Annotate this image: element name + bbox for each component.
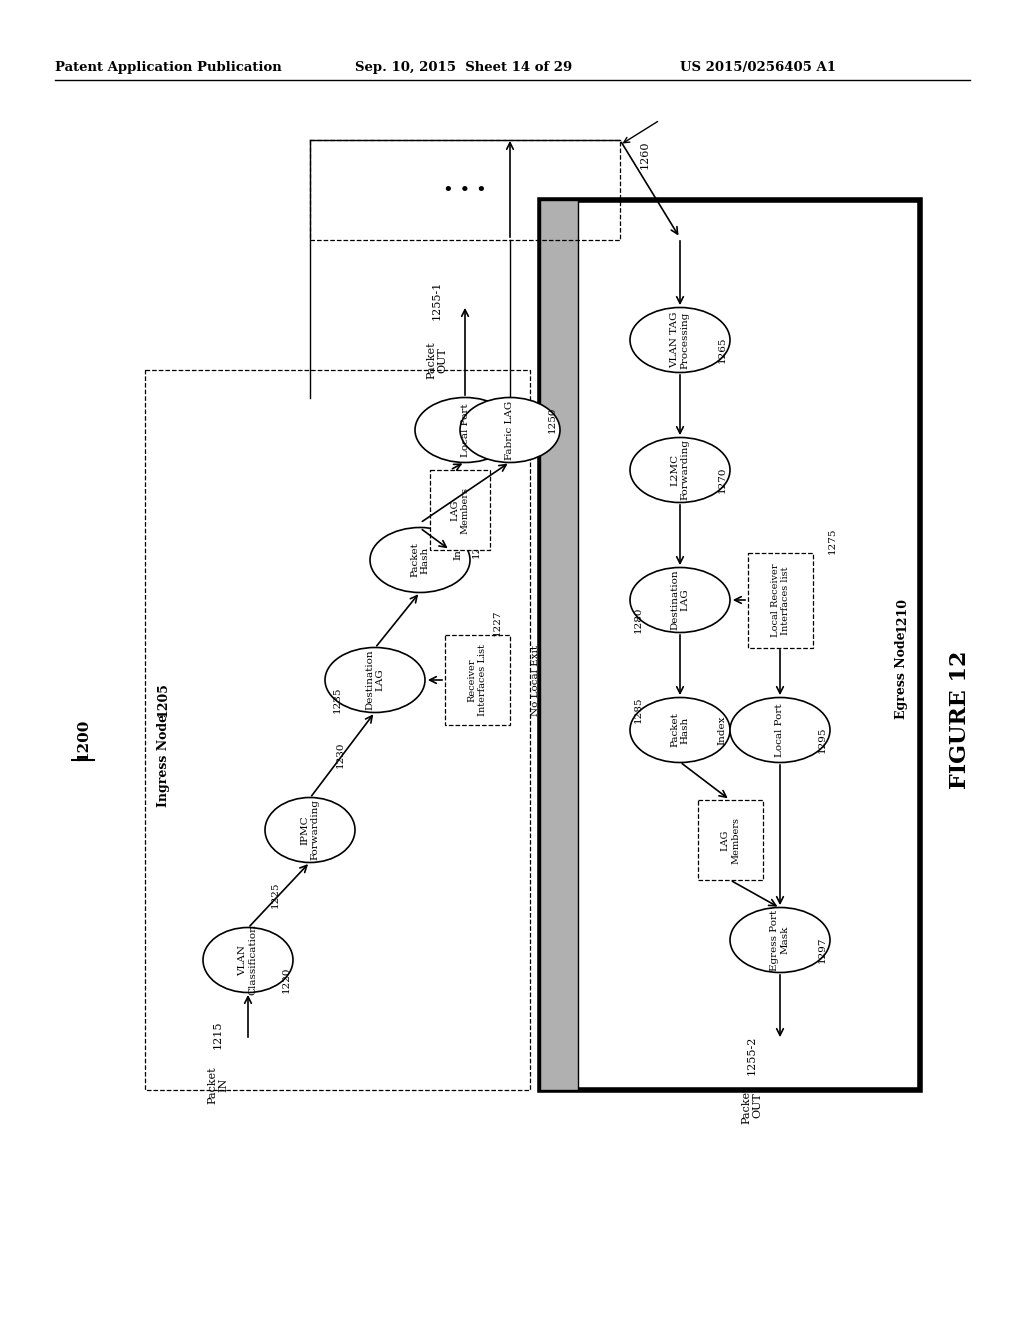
Text: Index: Index [454, 531, 463, 560]
Text: 1230: 1230 [336, 742, 344, 768]
FancyBboxPatch shape [748, 553, 813, 648]
Text: Index: Index [718, 715, 726, 744]
Text: Egress Node: Egress Node [896, 631, 908, 719]
Text: Sep. 10, 2015  Sheet 14 of 29: Sep. 10, 2015 Sheet 14 of 29 [355, 62, 572, 74]
FancyBboxPatch shape [698, 800, 763, 880]
Text: Destination
LAG: Destination LAG [671, 570, 690, 631]
Text: Ingress Node: Ingress Node [157, 713, 170, 807]
Text: 1280: 1280 [634, 607, 642, 634]
Text: 1285: 1285 [634, 697, 642, 723]
Text: 1250: 1250 [548, 407, 556, 433]
Ellipse shape [630, 308, 730, 372]
Ellipse shape [325, 648, 425, 713]
Text: LAG
Members: LAG Members [451, 487, 470, 533]
Text: 1265: 1265 [718, 337, 726, 363]
Text: 1260: 1260 [640, 141, 650, 169]
Ellipse shape [630, 437, 730, 503]
Text: Local Receiver
Interfaces list: Local Receiver Interfaces list [771, 564, 791, 638]
Text: IPMC
Forwarding: IPMC Forwarding [300, 800, 319, 861]
Ellipse shape [370, 528, 470, 593]
Text: Packet
Hash: Packet Hash [671, 713, 690, 747]
Ellipse shape [730, 908, 830, 973]
Text: 1270: 1270 [718, 467, 726, 494]
Text: 1210: 1210 [896, 598, 908, 632]
Text: 1235: 1235 [333, 686, 341, 713]
Text: • • •: • • • [443, 181, 486, 199]
Text: 1205: 1205 [157, 682, 170, 718]
Text: 1297: 1297 [817, 937, 826, 964]
Ellipse shape [415, 397, 515, 462]
Text: VLAN
Classification: VLAN Classification [239, 924, 258, 995]
Text: Packet
IN: Packet IN [207, 1067, 228, 1104]
Text: 1255-1: 1255-1 [432, 280, 442, 319]
Text: 1215: 1215 [213, 1020, 223, 1049]
Text: 1240: 1240 [471, 532, 480, 558]
Text: Packet
OUT: Packet OUT [426, 341, 447, 379]
Text: Local Port: Local Port [461, 403, 469, 457]
Text: Packet
Hash: Packet Hash [411, 543, 430, 577]
FancyBboxPatch shape [445, 635, 510, 725]
Text: 1200: 1200 [76, 719, 90, 762]
Text: 1220: 1220 [282, 966, 291, 993]
Text: No Local Exit: No Local Exit [530, 644, 540, 715]
Text: Fabric LAG: Fabric LAG [506, 400, 514, 459]
FancyBboxPatch shape [430, 470, 490, 550]
Text: LAG
Members: LAG Members [721, 817, 740, 863]
Ellipse shape [265, 797, 355, 862]
Text: US 2015/0256405 A1: US 2015/0256405 A1 [680, 62, 836, 74]
Text: 1255-2: 1255-2 [746, 1035, 757, 1074]
Text: Local Port: Local Port [775, 704, 784, 756]
Ellipse shape [730, 697, 830, 763]
Text: Egress Port
Mask: Egress Port Mask [770, 909, 790, 970]
Text: 1275: 1275 [827, 528, 837, 554]
Text: 1245: 1245 [501, 407, 510, 433]
Ellipse shape [203, 928, 293, 993]
Text: Destination
LAG: Destination LAG [366, 649, 385, 710]
Text: FIGURE 12: FIGURE 12 [949, 651, 971, 789]
Text: VLAN TAG
Processing: VLAN TAG Processing [671, 312, 690, 368]
Ellipse shape [460, 397, 560, 462]
Ellipse shape [630, 568, 730, 632]
Text: 1290: 1290 [735, 717, 744, 743]
Text: Receiver
Interfaces List: Receiver Interfaces List [468, 644, 487, 715]
Bar [540, 201, 578, 1090]
Ellipse shape [630, 697, 730, 763]
Text: Patent Application Publication: Patent Application Publication [55, 62, 282, 74]
Text: 1227: 1227 [493, 610, 502, 636]
Text: Packet
OUT: Packet OUT [741, 1086, 763, 1123]
Text: 1295: 1295 [817, 727, 826, 754]
Text: 1225: 1225 [270, 882, 280, 908]
Text: L2MC
Forwarding: L2MC Forwarding [671, 440, 690, 500]
